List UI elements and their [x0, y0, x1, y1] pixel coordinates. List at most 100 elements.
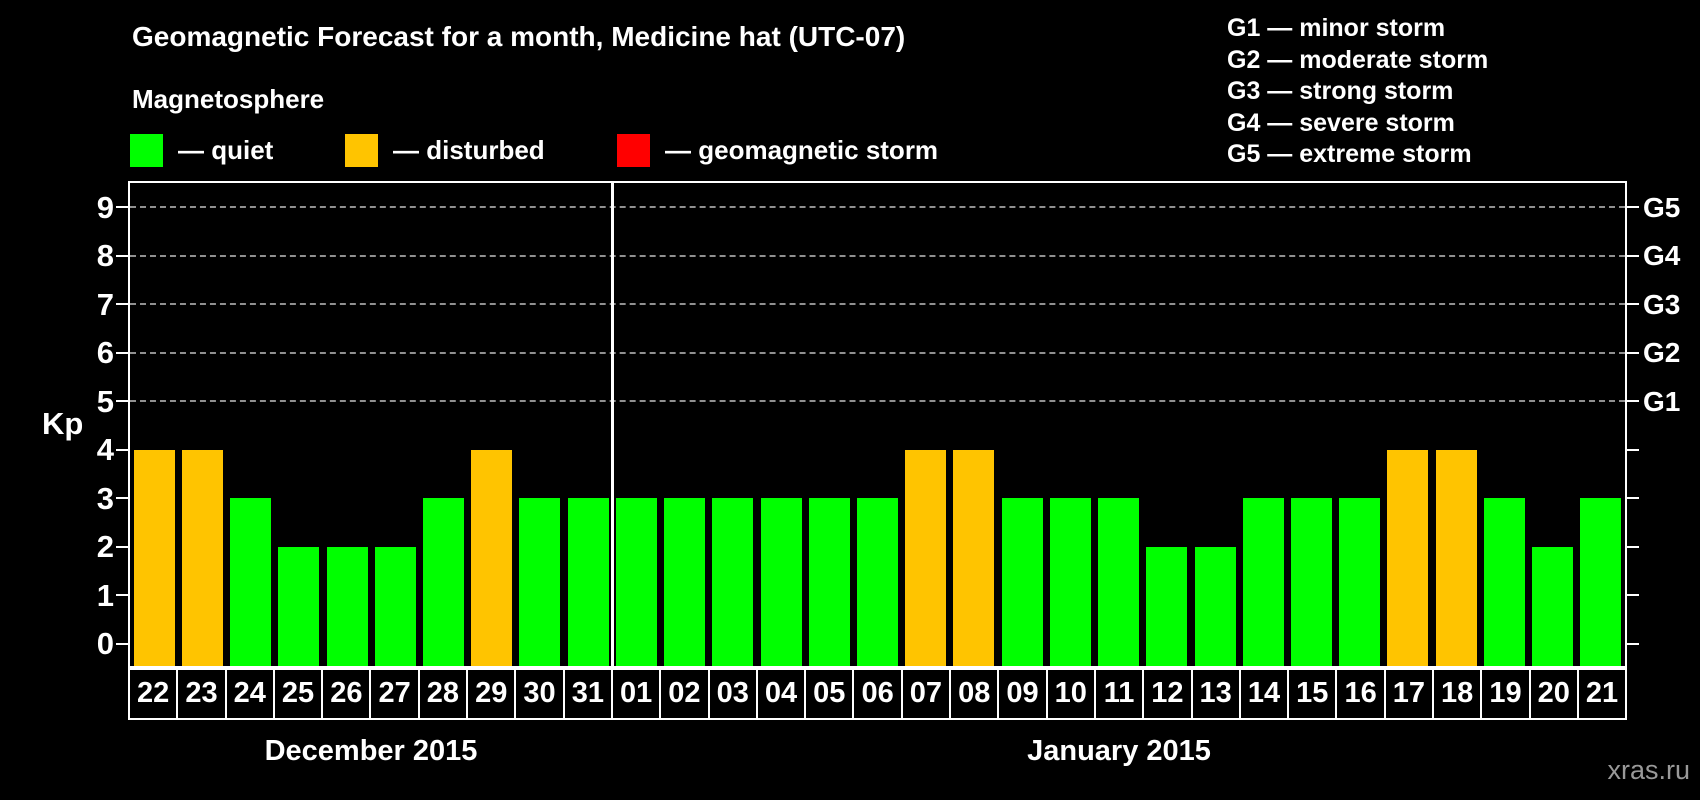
- legend-label: — quiet: [178, 134, 274, 165]
- g-scale-label-G2: G2: [1643, 337, 1681, 369]
- right-tick-3: [1627, 497, 1639, 500]
- day-cell-23: 23: [178, 668, 227, 718]
- kp-bar-day-19: [1483, 498, 1525, 668]
- day-cell-19: 19: [1482, 668, 1531, 718]
- kp-bar-day-22: [133, 449, 175, 668]
- day-cell-28: 28: [420, 668, 469, 718]
- kp-bar-day-17: [1387, 449, 1429, 668]
- g-legend-line: G4 — severe storm: [1227, 108, 1455, 137]
- left-tick-1: [116, 594, 128, 597]
- day-cell-17: 17: [1386, 668, 1435, 718]
- kp-bar-day-28: [422, 498, 464, 668]
- right-tick-8: [1627, 254, 1639, 257]
- kp-bar-day-15: [1291, 498, 1333, 668]
- month-label-january: January 2015: [1027, 735, 1211, 767]
- quiet-color-swatch: [130, 133, 163, 167]
- kp-bar-day-30: [519, 498, 561, 668]
- kp-bar-day-11: [1098, 498, 1140, 668]
- left-tick-7: [116, 303, 128, 306]
- y-tick-label-4: 4: [96, 432, 114, 468]
- left-tick-8: [116, 254, 128, 257]
- day-cell-07: 07: [903, 668, 952, 718]
- day-cell-12: 12: [1144, 668, 1193, 718]
- g-legend-line: G2 — moderate storm: [1227, 45, 1489, 74]
- gridline-kp-6: [130, 351, 1625, 354]
- day-cell-20: 20: [1531, 668, 1579, 718]
- kp-bar-day-01: [615, 498, 657, 668]
- y-tick-label-8: 8: [96, 238, 114, 274]
- y-tick-label-6: 6: [96, 335, 114, 371]
- day-cell-25: 25: [275, 668, 324, 718]
- y-tick-label-2: 2: [96, 529, 114, 565]
- right-tick-0: [1627, 642, 1639, 645]
- gridline-kp-7: [130, 303, 1625, 306]
- legend-label: — geomagnetic storm: [665, 134, 939, 165]
- left-tick-9: [116, 206, 128, 209]
- page-title: Geomagnetic Forecast for a month, Medici…: [132, 21, 906, 52]
- kp-bar-day-21: [1580, 498, 1622, 668]
- left-tick-4: [116, 448, 128, 451]
- g-legend-line: G3 — strong storm: [1227, 77, 1454, 106]
- kp-bar-day-25: [278, 546, 320, 668]
- gridline-kp-8: [130, 254, 1625, 257]
- day-cell-26: 26: [323, 668, 372, 718]
- g-scale-label-G4: G4: [1643, 240, 1681, 272]
- right-tick-1: [1627, 594, 1639, 597]
- day-cell-09: 09: [999, 668, 1048, 718]
- day-cell-06: 06: [854, 668, 903, 718]
- kp-bar-day-24: [230, 498, 272, 668]
- day-cell-16: 16: [1337, 668, 1386, 718]
- left-tick-6: [116, 351, 128, 354]
- day-cell-27: 27: [371, 668, 420, 718]
- day-cell-18: 18: [1434, 668, 1483, 718]
- kp-bar-day-09: [1001, 498, 1043, 668]
- g-scale-legend: G1 — minor storm G2 — moderate storm G3 …: [1227, 13, 1488, 171]
- day-cell-15: 15: [1289, 668, 1338, 718]
- legend-item-disturbed: — disturbed: [345, 133, 545, 167]
- kp-bar-day-03: [712, 498, 754, 668]
- y-tick-label-1: 1: [96, 577, 114, 613]
- kp-bar-day-12: [1146, 546, 1188, 668]
- plot-area: [128, 181, 1627, 670]
- day-cell-03: 03: [710, 668, 758, 718]
- gridline-kp-9: [130, 206, 1625, 209]
- left-tick-2: [116, 545, 128, 548]
- kp-bar-day-06: [857, 498, 898, 668]
- day-cell-08: 08: [951, 668, 1000, 718]
- kp-bar-day-31: [567, 498, 609, 668]
- legend-label: — disturbed: [393, 134, 545, 165]
- y-tick-label-7: 7: [96, 286, 114, 322]
- day-cell-01: 01: [613, 668, 662, 718]
- kp-bar-day-18: [1435, 449, 1477, 668]
- y-tick-label-0: 0: [96, 626, 114, 662]
- g-legend-line: G1 — minor storm: [1227, 14, 1446, 42]
- right-tick-4: [1627, 448, 1639, 451]
- storm-color-swatch: [617, 133, 650, 167]
- day-cell-02: 02: [661, 668, 710, 718]
- g-scale-label-G5: G5: [1643, 191, 1681, 223]
- kp-bar-day-23: [181, 449, 223, 668]
- legend-item-quiet: — quiet: [130, 133, 273, 167]
- kp-bar-day-13: [1194, 546, 1236, 668]
- watermark: xras.ru: [1607, 755, 1690, 785]
- left-tick-5: [116, 400, 128, 403]
- kp-bar-day-02: [664, 498, 706, 668]
- kp-bar-day-16: [1339, 498, 1381, 668]
- day-cell-21: 21: [1585, 676, 1619, 709]
- kp-bar-day-14: [1242, 498, 1284, 668]
- kp-bar-day-04: [760, 498, 802, 668]
- y-tick-label-5: 5: [96, 383, 114, 419]
- y-tick-label-9: 9: [96, 189, 114, 225]
- kp-bar-day-26: [326, 546, 368, 668]
- disturbed-color-swatch: [345, 133, 378, 167]
- kp-bar-day-27: [374, 546, 416, 668]
- left-tick-3: [116, 497, 128, 500]
- day-cell-10: 10: [1048, 668, 1096, 718]
- magnetosphere-legend-title: Magnetosphere: [132, 84, 325, 114]
- g-scale-label-G3: G3: [1643, 288, 1681, 320]
- g-scale-label-G1: G1: [1643, 385, 1681, 417]
- day-axis-row: 22 23 24 25 26 27 28 29 30 31 01 02 03 04 05 06 07 08 09 10…: [128, 666, 1627, 720]
- left-tick-0: [116, 642, 128, 645]
- kp-bar-day-29: [471, 449, 513, 668]
